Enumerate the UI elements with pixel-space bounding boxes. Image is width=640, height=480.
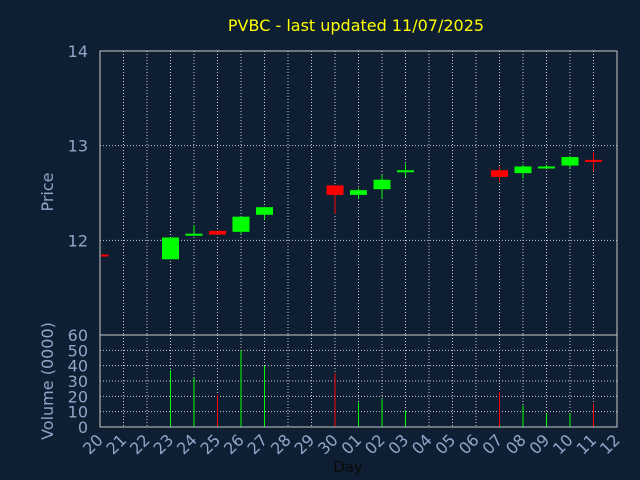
candle-body [162,237,179,260]
volume-panel-border [99,334,618,428]
volume-axis-label: Volume (0000) [38,322,57,440]
candle-body [397,170,414,173]
price-tick-label: 14 [68,42,88,61]
chart-title: PVBC - last updated 11/07/2025 [228,16,484,35]
candle-body [373,179,391,190]
volume-tick-label: 50 [68,341,88,360]
volume-tick-label: 10 [68,403,88,422]
candle-body [256,207,273,215]
volume-tick-label: 60 [68,326,88,345]
candle-body [538,166,555,169]
price-axis-label: Price [38,172,57,211]
candle-body [585,159,602,162]
candle-body [326,185,344,195]
volume-tick-label: 40 [68,357,88,376]
x-axis-label: Day [333,458,363,476]
volume-tick-label: 0 [78,418,88,437]
candle-body [101,254,109,257]
candle-body [350,190,367,195]
candle-body [232,216,250,232]
candle-body [491,170,508,177]
volume-tick-label: 20 [68,387,88,406]
volume-bars [170,350,594,427]
price-candles [99,152,602,260]
candle-body [561,157,579,166]
price-tick-label: 13 [68,137,88,156]
volume-tick-label: 30 [68,372,88,391]
candle-body [209,230,226,235]
candle-body [185,233,203,236]
candle-body [514,166,532,174]
price-tick-label: 12 [68,231,88,250]
